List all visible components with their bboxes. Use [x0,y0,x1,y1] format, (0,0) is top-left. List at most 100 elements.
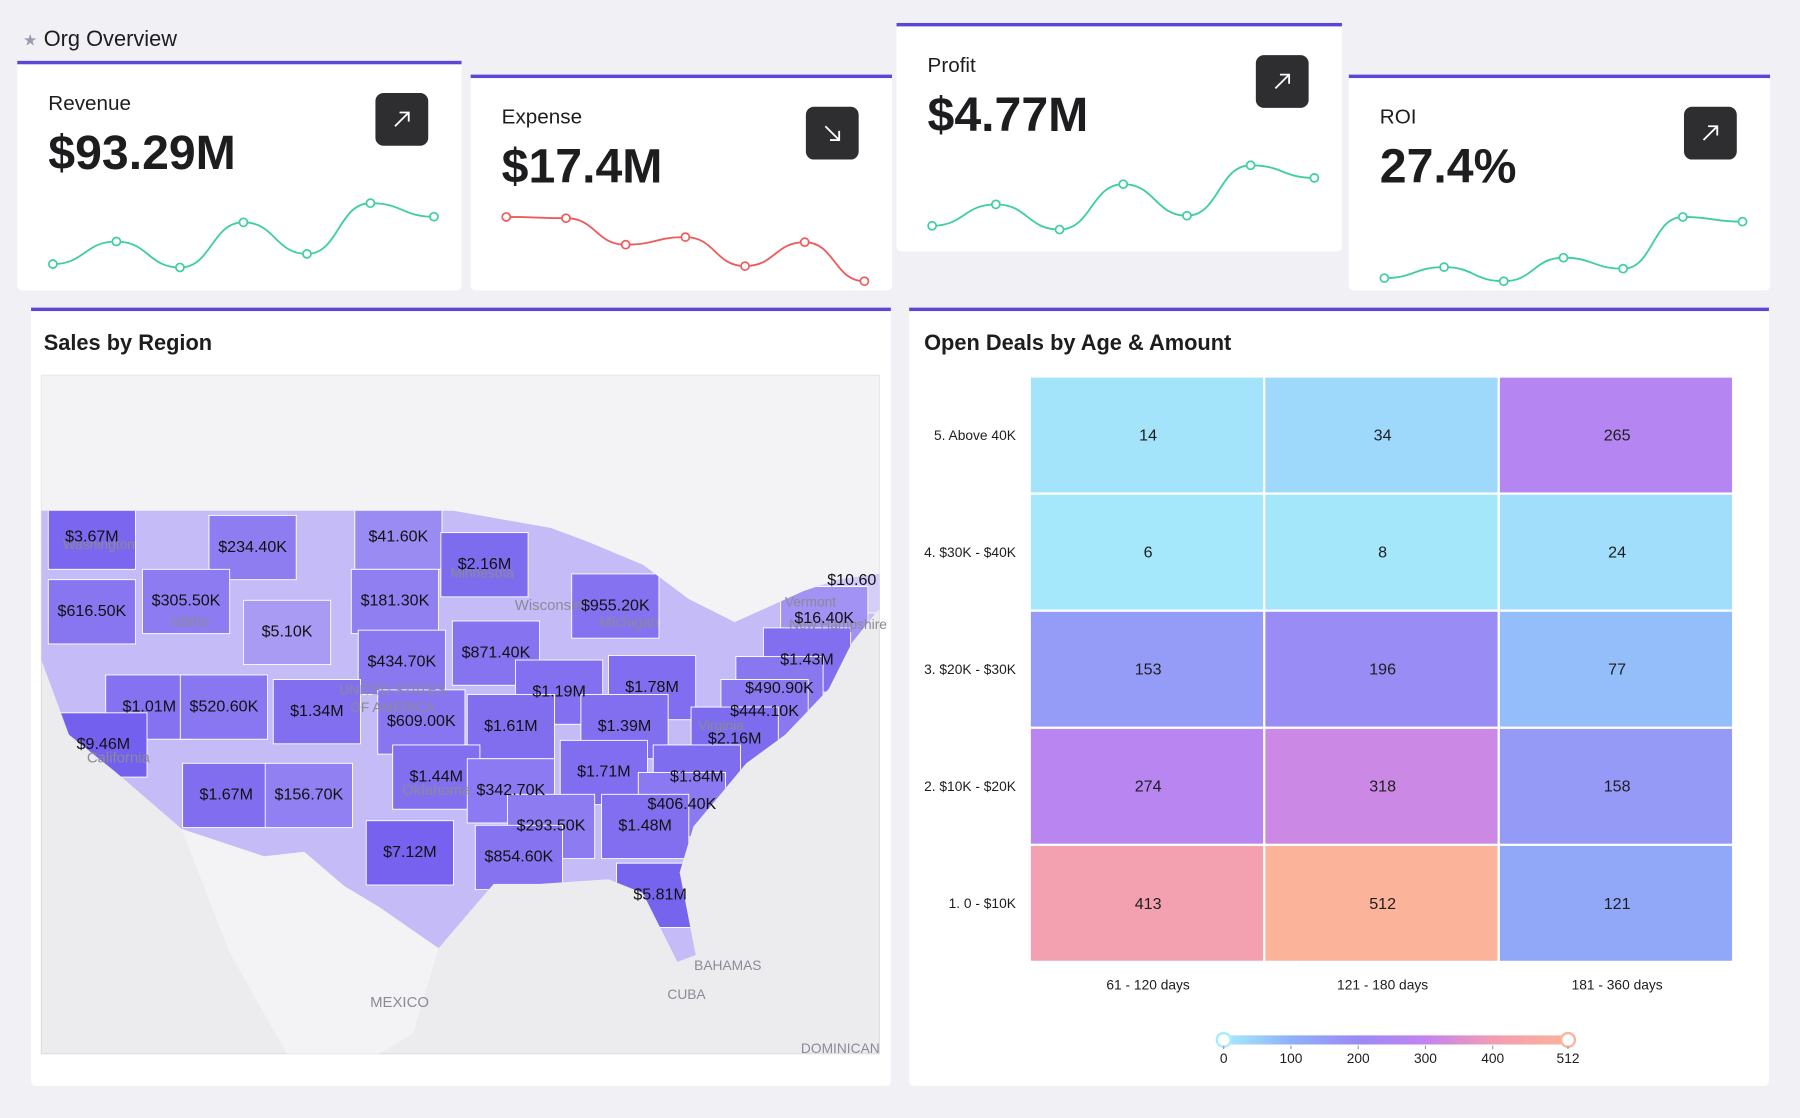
state-value-label: $5.81M [633,886,687,904]
kpi-value: $17.4M [502,140,663,194]
column-label: 61 - 120 days [1106,978,1190,993]
heat-cell [1265,845,1498,961]
state-value-label: $305.50K [152,592,221,610]
state-value-label: $1.78M [625,678,679,696]
place-label: DOMINICAN [801,1041,880,1056]
cell-label: 512 [1369,895,1396,913]
state-value-label: $1.19M [532,682,586,700]
scale-tick-label: 300 [1414,1051,1437,1066]
kpi-title: Expense [502,106,582,129]
mexico-land [181,828,439,1054]
state-value-label: $871.40K [462,643,531,661]
state-value-label: $16.40K [794,609,854,627]
heat-cell [1499,377,1733,493]
kpi-card [17,60,462,291]
state-value-label: $1.84M [670,767,724,785]
state-value-label: $41.60K [368,527,428,545]
row-label: 5. Above 40K [934,428,1017,443]
scale-tick-label: 400 [1481,1051,1504,1066]
heat-cell [1030,377,1264,493]
state-region [365,820,454,886]
row-label: 1. 0 - $10K [949,896,1017,911]
row-label: 2. $10K - $20K [924,779,1017,794]
heat-cell [1499,728,1733,844]
kpi-title: Revenue [48,92,131,115]
heat-cell [1265,494,1498,610]
row-label: 3. $20K - $30K [924,662,1017,677]
sparkline-point [680,232,691,242]
sparkline-point [561,213,571,224]
state-region [357,629,446,695]
sparkline-point [799,237,810,248]
sparkline-point [1618,263,1629,274]
cell-label: 14 [1139,426,1157,444]
state-value-label: $1.61M [484,717,538,735]
column-label: 121 - 180 days [1337,978,1428,993]
state-value-label: $1.44M [410,767,464,785]
state-value-label: $293.50K [517,817,586,835]
state-region [377,689,466,755]
kpi-card [470,74,892,291]
kpi-value: $4.77M [928,88,1089,142]
state-value-label: $490.90K [745,679,814,697]
state-region [354,510,443,570]
place-label: OF AMERICA [350,700,436,715]
state-value-label: $5.10K [262,623,313,641]
state-value-label: $1.34M [290,702,344,720]
cell-label: 265 [1604,426,1631,444]
kpi-title: ROI [1380,106,1417,129]
sparkline-point [1245,160,1256,171]
state-region [141,568,231,635]
trend-arrow [824,125,841,141]
state-region [47,510,136,570]
sparkline-point [111,236,122,247]
state-region [571,573,660,639]
place-label: UNITED STATES [339,683,446,698]
map-title: Sales by Region [44,330,212,355]
heat-cell [1030,494,1264,610]
cell-label: 6 [1144,544,1153,562]
panel-accent [909,307,1769,312]
state-value-label: $1.48M [618,817,672,835]
state-value-label: $1.39M [598,717,652,735]
heat-cell [1499,611,1733,727]
place-label: Virginia [698,718,744,733]
sparkline-point [1558,252,1569,263]
place-label: MEXICO [370,994,429,1011]
sparkline-point [501,212,512,222]
sparkline-point [620,239,631,250]
heat-cell [1499,494,1733,610]
kpi-card [1348,74,1771,291]
sparkline-point [302,249,312,259]
state-region [601,793,690,860]
state-value-label: $1.67M [199,786,253,804]
card-accent [1348,74,1771,79]
state-value-label: $434.70K [367,653,436,671]
cell-label: 121 [1604,895,1631,913]
sparkline-point [859,276,870,287]
card-accent [896,22,1342,27]
state-value-label: $1.71M [577,763,631,781]
kpi-title: Profit [928,54,976,77]
scale-tick-label: 200 [1347,1051,1370,1066]
heat-cell [1265,611,1498,727]
kpi-value: $93.29M [48,126,236,180]
state-value-label: $181.30K [361,592,430,610]
column-label: 181 - 360 days [1572,978,1663,993]
state-value-label: $1.01M [123,697,177,715]
state-value-label: $955.20K [581,596,650,614]
state-region [272,679,361,745]
state-region [264,762,353,829]
place-label: Michigan [599,614,659,631]
state-value-label: $2.16M [458,555,512,573]
star-icon: ★ [23,32,37,50]
kpi-value: 27.4% [1380,140,1517,194]
card-accent [470,74,892,79]
color-scale [1223,1035,1569,1045]
sparkline-point [1118,179,1129,190]
sparkline-point [927,220,938,231]
state-value-label: $444.10K [730,702,799,720]
sparkline-point [740,261,750,271]
